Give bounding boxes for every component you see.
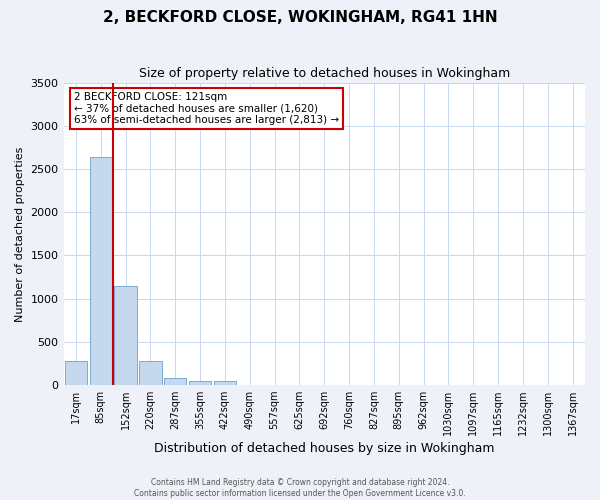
Text: Contains HM Land Registry data © Crown copyright and database right 2024.
Contai: Contains HM Land Registry data © Crown c… xyxy=(134,478,466,498)
Text: 2 BECKFORD CLOSE: 121sqm
← 37% of detached houses are smaller (1,620)
63% of sem: 2 BECKFORD CLOSE: 121sqm ← 37% of detach… xyxy=(74,92,339,126)
Bar xyxy=(189,381,211,384)
Bar xyxy=(164,378,187,384)
Text: 2, BECKFORD CLOSE, WOKINGHAM, RG41 1HN: 2, BECKFORD CLOSE, WOKINGHAM, RG41 1HN xyxy=(103,10,497,25)
Bar xyxy=(65,362,87,384)
Y-axis label: Number of detached properties: Number of detached properties xyxy=(15,146,25,322)
Bar xyxy=(214,381,236,384)
Bar xyxy=(115,286,137,384)
Title: Size of property relative to detached houses in Wokingham: Size of property relative to detached ho… xyxy=(139,68,510,80)
X-axis label: Distribution of detached houses by size in Wokingham: Distribution of detached houses by size … xyxy=(154,442,494,455)
Bar xyxy=(139,361,161,384)
Bar xyxy=(89,157,112,384)
